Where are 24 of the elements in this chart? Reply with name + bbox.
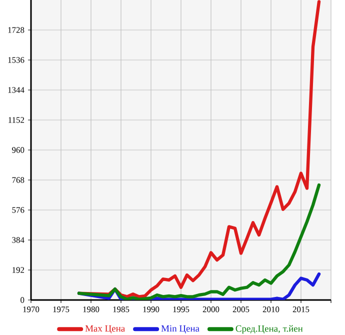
- line-series: [77, 0, 321, 298]
- x-tick-label: 1990: [143, 306, 160, 312]
- y-tick-label: 960: [12, 147, 24, 153]
- legend-label: Min Цена: [161, 325, 200, 334]
- x-tick-label: 1980: [83, 306, 100, 312]
- y-tick-label: 1344: [8, 87, 24, 93]
- y-tick-label: 1152: [8, 117, 24, 123]
- y-tick-label: 1536: [8, 57, 24, 63]
- x-tick-label: 2000: [202, 306, 220, 312]
- y-tick-label: 768: [12, 177, 24, 183]
- x-tick-label: 2015: [292, 306, 310, 312]
- y-tick-label: 0: [20, 297, 24, 303]
- x-tick-label: 2010: [262, 306, 280, 312]
- y-tick-label: 192: [12, 267, 24, 273]
- legend-label: Сред.Цена, т.йен: [236, 325, 303, 334]
- y-tick-label: 1728: [8, 27, 24, 33]
- legend-label: Max Цена: [85, 325, 125, 334]
- x-tick-label: 1995: [173, 306, 190, 312]
- y-tick-label: 576: [12, 207, 24, 213]
- x-tick-label: 2005: [232, 306, 250, 312]
- x-tick-label: 1985: [113, 306, 130, 312]
- x-tick-label: 1975: [53, 306, 70, 312]
- y-tick-label: 384: [12, 237, 24, 243]
- x-tick-label: 1970: [23, 306, 40, 312]
